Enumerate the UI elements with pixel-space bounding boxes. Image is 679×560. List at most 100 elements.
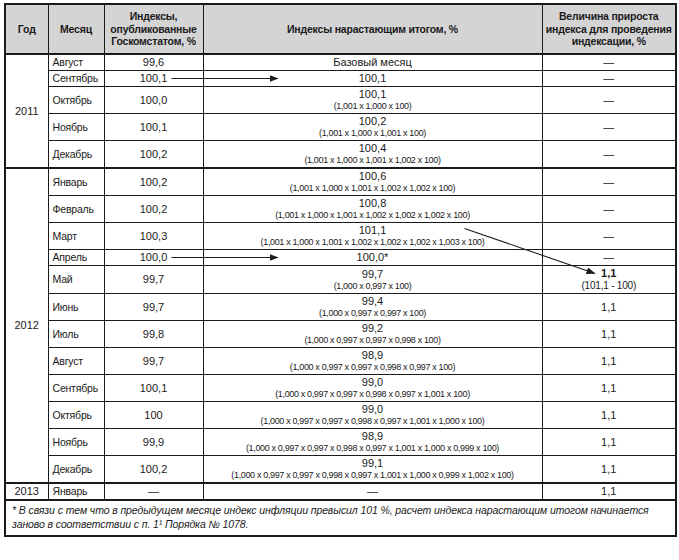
cumulative-index-cell: 100,2(1,001 x 1,000 x 1,001 x 100) <box>203 114 542 141</box>
cumulative-formula: (1,000 x 0,997 x 0,997 x 0,998 x 0,997 x… <box>207 470 539 481</box>
published-index-cell: 99,7 <box>104 348 203 375</box>
cumulative-index-cell: 100,1(1,001 x 1,000 x 100) <box>203 87 542 114</box>
published-index-cell: 100,0 <box>104 250 203 266</box>
increase-cell: — <box>542 71 676 87</box>
cumulative-value: 100,2 <box>207 115 539 128</box>
cumulative-value: 100,8 <box>207 197 539 210</box>
cumulative-index-cell: 98,9(1,000 x 0,997 x 0,997 x 0,998 x 0,9… <box>203 429 542 456</box>
month-cell: Февраль <box>48 196 104 223</box>
cumulative-value: 99,2 <box>207 322 539 335</box>
increase-value: — <box>546 176 673 189</box>
increase-cell: — <box>542 250 676 266</box>
published-index-cell: 99,8 <box>104 321 203 348</box>
cumulative-index-cell: 99,0(1,000 x 0,997 x 0,997 x 0,998 x 0,9… <box>203 402 542 429</box>
increase-cell: 1,1 <box>542 456 676 484</box>
published-index-cell: 100,2 <box>104 196 203 223</box>
table-row: Декабрь100,299,1(1,000 x 0,997 x 0,997 x… <box>5 456 676 484</box>
cumulative-index-cell: 100,6(1,001 x 1,000 x 1,001 x 1,002 x 1,… <box>203 168 542 196</box>
increase-value: — <box>546 94 673 107</box>
cumulative-index-cell: 98,9(1,000 x 0,997 x 0,997 x 0,998 x 0,9… <box>203 348 542 375</box>
cumulative-index-cell: 99,4(1,000 x 0,997 x 0,997 x 100) <box>203 294 542 321</box>
cumulative-value: 98,9 <box>207 349 539 362</box>
cumulative-formula: (1,001 x 1,000 x 1,001 x 1,002 x 100) <box>207 155 539 166</box>
document-page: Год Месяц Индексы, опубликованные Госком… <box>4 3 675 537</box>
increase-value: 1,1 <box>546 355 673 368</box>
cumulative-value: 100,1 <box>207 72 539 85</box>
cumulative-formula: (1,001 x 1,000 x 1,001 x 1,002 x 1,002 x… <box>207 210 539 221</box>
increase-value: 1,1 <box>546 267 673 280</box>
cumulative-value: 101,1 <box>207 224 539 237</box>
published-index-cell: — <box>104 483 203 500</box>
table-row: Май 99,799,7(1,000 x 0,997 x 100)1,1(101,… <box>5 266 676 294</box>
footnote-row: * В связи с тем что в предыдущем месяце … <box>5 500 676 536</box>
increase-cell: — <box>542 114 676 141</box>
published-index-cell: 100 <box>104 402 203 429</box>
month-cell: Январь <box>48 168 104 196</box>
cumulative-index-cell: 99,1(1,000 x 0,997 x 0,997 x 0,998 x 0,9… <box>203 456 542 484</box>
table-row: 2013Январь——1,1 <box>5 483 676 500</box>
header-month: Месяц <box>48 4 104 54</box>
published-index-cell: 100,2 <box>104 141 203 169</box>
table-row: 2011Август99,6Базовый месяц— <box>5 54 676 71</box>
month-cell: Декабрь <box>48 456 104 484</box>
increase-cell: 1,1(101,1 - 100) <box>542 266 676 294</box>
year-cell: 2011 <box>5 54 48 168</box>
cumulative-value: 99,1 <box>207 457 539 470</box>
table-row: Ноябрь99,998,9(1,000 x 0,997 x 0,997 x 0… <box>5 429 676 456</box>
increase-value: — <box>546 148 673 161</box>
table-row: Ноябрь100,1100,2(1,001 x 1,000 x 1,001 x… <box>5 114 676 141</box>
published-index-cell: 100,1 <box>104 375 203 402</box>
table-row: Октябрь10099,0(1,000 x 0,997 x 0,997 x 0… <box>5 402 676 429</box>
published-index-cell: 99,7 <box>104 294 203 321</box>
increase-value: — <box>546 121 673 134</box>
increase-cell: 1,1 <box>542 348 676 375</box>
cumulative-value: — <box>207 485 539 498</box>
published-index-cell: 99,9 <box>104 429 203 456</box>
table-row: Сентябрь100,1100,1— <box>5 71 676 87</box>
published-index-cell: 100,2 <box>104 456 203 484</box>
increase-value: 1,1 <box>546 301 673 314</box>
cumulative-formula: (1,000 x 0,997 x 0,997 x 0,998 x 0,997 x… <box>207 362 539 373</box>
month-cell: Ноябрь <box>48 429 104 456</box>
month-cell: Апрель <box>48 250 104 266</box>
table-row: Октябрь100,0100,1(1,001 x 1,000 x 100)— <box>5 87 676 114</box>
cumulative-value: 100,6 <box>207 170 539 183</box>
increase-cell: 1,1 <box>542 402 676 429</box>
cumulative-value: 100,4 <box>207 142 539 155</box>
increase-value: 1,1 <box>546 436 673 449</box>
year-cell: 2012 <box>5 168 48 483</box>
table-row: Август99,798,9(1,000 x 0,997 x 0,997 x 0… <box>5 348 676 375</box>
increase-cell: — <box>542 87 676 114</box>
header-increase-value: Величина прироста индекса для проведения… <box>542 4 676 54</box>
cumulative-index-cell: 99,7(1,000 x 0,997 x 100) <box>203 266 542 294</box>
header-year: Год <box>5 4 48 54</box>
increase-cell: — <box>542 168 676 196</box>
month-cell: Март <box>48 223 104 250</box>
increase-value: 1,1 <box>546 463 673 476</box>
published-index-cell: 100,0 <box>104 87 203 114</box>
month-cell: Июль <box>48 321 104 348</box>
table-row: Февраль100,2 100,8(1,001 x 1,000 x 1,001 … <box>5 196 676 223</box>
table-row: 2012Январь100,2100,6(1,001 x 1,000 x 1,0… <box>5 168 676 196</box>
cumulative-formula: (1,000 x 0,997 x 100) <box>207 281 539 292</box>
cumulative-index-cell: 100,0* <box>203 250 542 266</box>
indexation-table: Год Месяц Индексы, опубликованные Госком… <box>4 3 677 537</box>
increase-cell: — <box>542 54 676 71</box>
increase-value: 1,1 <box>546 382 673 395</box>
month-cell: Сентябрь <box>48 71 104 87</box>
cumulative-value: 99,0 <box>207 403 539 416</box>
cumulative-index-cell: 99,0(1,000 x 0,997 x 0,997 x 0,998 x 0,9… <box>203 375 542 402</box>
cumulative-formula: (1,001 x 1,000 x 1,001 x 1,002 x 1,002 x… <box>207 183 539 194</box>
increase-value: 1,1 <box>546 409 673 422</box>
increase-value: 1,1 <box>546 328 673 341</box>
increase-cell: 1,1 <box>542 429 676 456</box>
table-row: Декабрь100,2100,4(1,001 x 1,000 x 1,001 … <box>5 141 676 169</box>
cumulative-value: 99,7 <box>207 268 539 281</box>
cumulative-formula: (1,000 x 0,997 x 0,997 x 0,998 x 100) <box>207 335 539 346</box>
cumulative-index-cell: 101,1(1,001 x 1,000 x 1,001 x 1,002 x 1,… <box>203 223 542 250</box>
month-cell: Май <box>48 266 104 294</box>
cumulative-formula: (1,000 x 0,997 x 0,997 x 0,998 x 0,997 x… <box>207 416 539 427</box>
published-index-cell: 99,6 <box>104 54 203 71</box>
cumulative-value: 98,9 <box>207 430 539 443</box>
published-index-cell: 100,2 <box>104 168 203 196</box>
